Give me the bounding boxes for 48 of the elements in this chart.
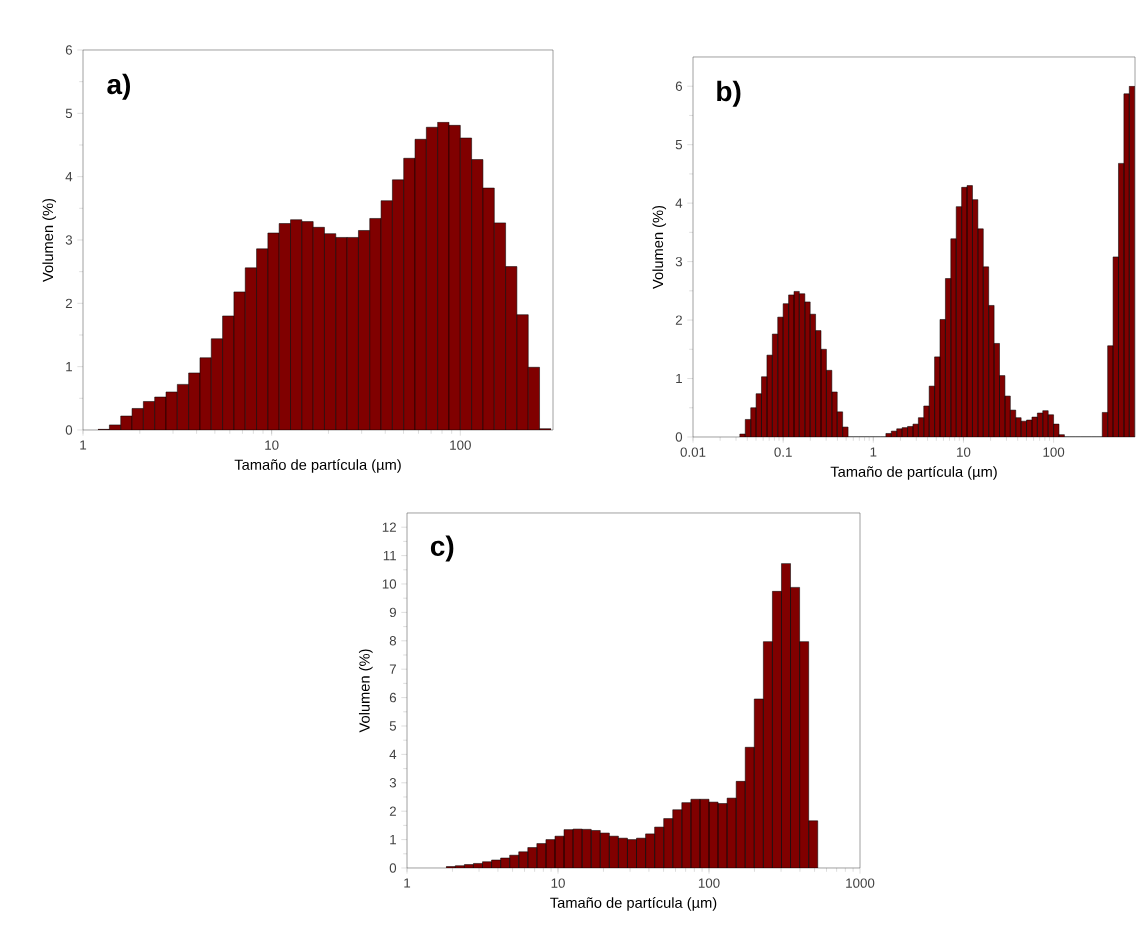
y-tick-label: 6 [65, 45, 73, 55]
y-tick-label: 1 [390, 834, 396, 845]
y-tick-label: 3 [65, 235, 73, 245]
y-tick-label: 9 [389, 607, 396, 618]
x-tick-label: 100 [450, 440, 471, 450]
x-tick-label: 10 [957, 447, 971, 457]
y-tick-label: 5 [65, 108, 73, 118]
x-tick-label: 1 [80, 440, 87, 450]
x-axis-title: Tamaño de partícula (µm) [550, 896, 717, 911]
annotation: c) [430, 535, 454, 562]
x-tick-label: 0.1 [774, 447, 792, 457]
y-tick-label: 4 [389, 749, 397, 759]
y-tick-label: 11 [383, 550, 396, 561]
y-tick-label: 6 [389, 692, 397, 703]
y-tick-label: 0 [389, 863, 397, 873]
y-tick-label: 5 [675, 140, 683, 150]
x-axis-title: Tamaño de partícula (µm) [234, 458, 401, 473]
y-axis-title: Volumen (%) [42, 198, 57, 282]
x-tick-label: 1000 [846, 878, 875, 888]
x-tick-label: 10 [265, 440, 279, 450]
y-tick-label: 12 [382, 522, 396, 532]
y-tick-label: 3 [675, 256, 683, 267]
y-tick-label: 4 [675, 198, 683, 208]
x-tick-label: 1 [870, 447, 877, 457]
x-tick-label: 100 [1043, 447, 1065, 457]
y-tick-label: 6 [675, 81, 683, 91]
annotation: a) [107, 73, 130, 100]
x-tick-label: 1 [404, 878, 411, 888]
y-tick-label: 7 [389, 664, 396, 674]
y-tick-label: 3 [389, 778, 397, 788]
y-tick-label: 2 [65, 298, 72, 308]
y-tick-label: 5 [389, 721, 397, 731]
y-tick-label: 1 [676, 373, 682, 384]
y-tick-label: 8 [389, 636, 397, 646]
x-tick-label: 10 [551, 878, 565, 888]
y-tick-label: 0 [675, 432, 683, 442]
y-tick-label: 10 [382, 579, 397, 589]
y-tick-label: 4 [65, 172, 73, 182]
y-tick-label: 0 [65, 425, 73, 435]
x-axis-title: Tamaño de partícula (µm) [830, 465, 997, 480]
annotation: b) [717, 80, 741, 107]
y-axis-title: Volumen (%) [358, 649, 373, 733]
y-tick-label: 2 [389, 806, 396, 816]
y-tick-label: 1 [66, 362, 72, 372]
x-tick-label: 100 [698, 878, 720, 888]
y-axis-title: Volumen (%) [652, 205, 667, 289]
y-tick-label: 2 [675, 315, 682, 325]
x-tick-label: 0.01 [680, 447, 706, 457]
